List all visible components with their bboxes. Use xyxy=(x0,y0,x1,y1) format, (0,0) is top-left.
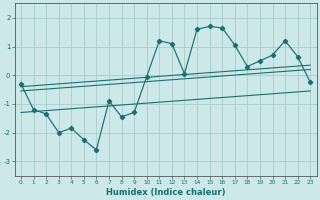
X-axis label: Humidex (Indice chaleur): Humidex (Indice chaleur) xyxy=(106,188,225,197)
